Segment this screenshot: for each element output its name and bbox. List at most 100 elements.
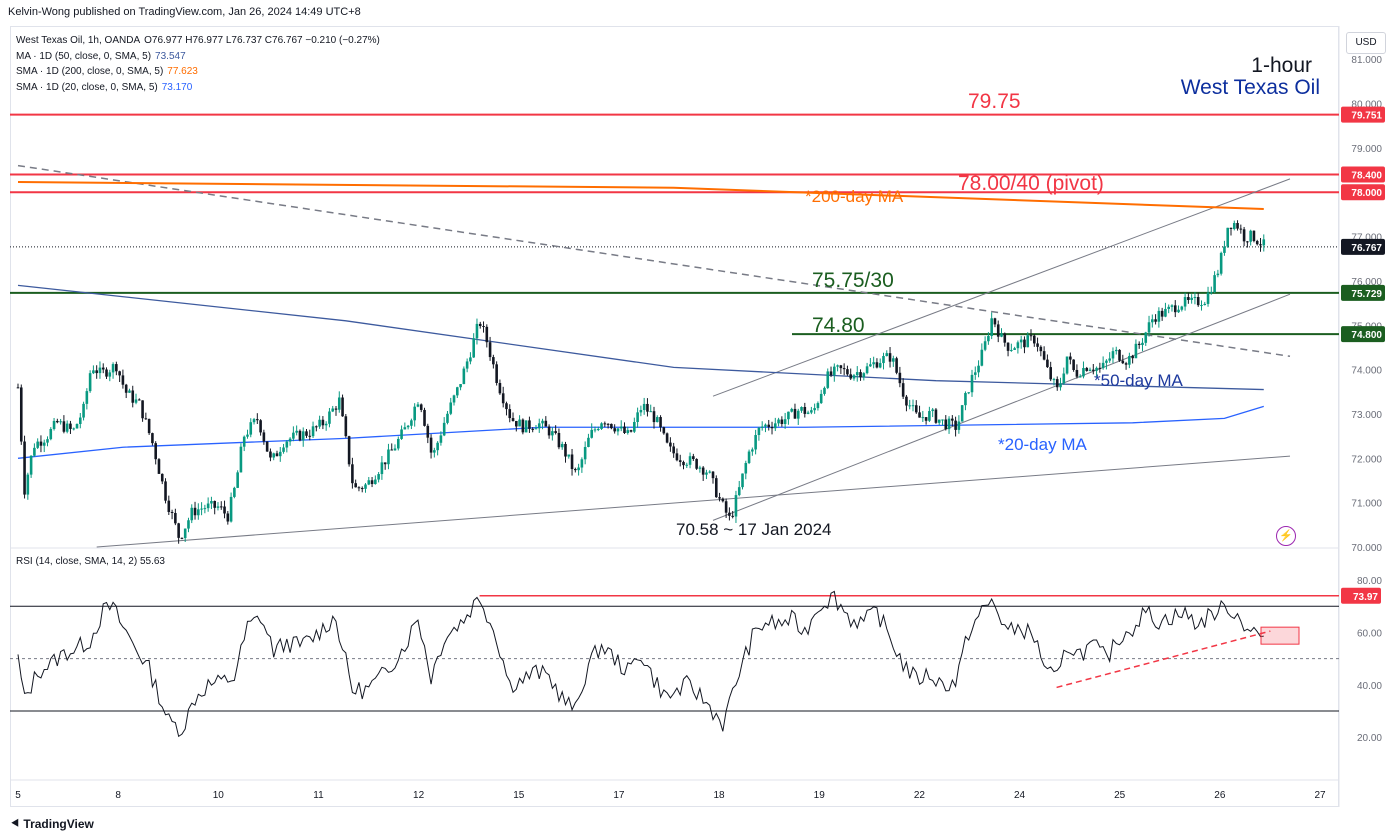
candle-body: [872, 362, 875, 365]
candle-body: [610, 423, 613, 429]
candle-body: [1183, 297, 1187, 307]
candle-body: [278, 451, 282, 457]
candle-body: [124, 384, 128, 393]
candle-body: [1046, 359, 1049, 368]
candle-body: [495, 364, 498, 383]
candle-body: [728, 512, 731, 516]
chart-subtitle: West Texas Oil: [1181, 76, 1320, 99]
candle-body: [665, 433, 669, 443]
candle-body: [849, 374, 853, 379]
candle-body: [757, 427, 761, 436]
candle-body: [777, 419, 780, 424]
candle-body: [436, 442, 439, 451]
candle-body: [246, 434, 249, 437]
lightning-icon[interactable]: ⚡: [1276, 526, 1296, 546]
candle-body: [770, 426, 774, 429]
candle-body: [239, 446, 243, 473]
legend-ma50-value: 73.547: [155, 50, 186, 62]
candle-body: [629, 430, 633, 432]
candle-body: [829, 371, 833, 376]
candle-body: [1141, 342, 1144, 346]
candle-body: [101, 367, 105, 370]
candle-body: [1108, 358, 1111, 361]
candle-body: [433, 450, 436, 453]
candle-body: [1147, 322, 1151, 333]
candle-body: [993, 318, 997, 325]
candle-body: [869, 364, 872, 367]
candle-body: [980, 349, 984, 366]
candle-body: [482, 326, 485, 328]
candle-body: [1124, 363, 1128, 365]
time-tick-label: 22: [914, 790, 926, 801]
candle-body: [88, 373, 92, 392]
candle-body: [351, 464, 354, 484]
candle-body: [1082, 367, 1085, 377]
time-tick-label: 24: [1014, 790, 1026, 801]
candle-body: [252, 419, 256, 423]
candle-body: [751, 449, 754, 452]
candle-body: [593, 429, 597, 431]
candle-body: [642, 403, 646, 410]
candle-body: [1213, 275, 1216, 293]
candle-body: [1196, 297, 1200, 306]
candle-body: [462, 368, 466, 385]
candle-body: [567, 454, 571, 457]
candle-body: [947, 418, 951, 430]
candle-body: [36, 441, 39, 448]
candle-body: [1173, 305, 1177, 313]
candle-body: [846, 369, 849, 375]
candle-body: [1131, 356, 1134, 359]
candle-body: [547, 426, 551, 436]
time-tick-label: 15: [513, 790, 525, 801]
candle-body: [475, 323, 479, 339]
candle-body: [842, 368, 846, 370]
candle-body: [1019, 339, 1023, 343]
legend-ma50-label[interactable]: MA · 1D (50, close, 0, SMA, 5): [16, 50, 152, 62]
candle-body: [731, 515, 734, 517]
candle-body: [265, 441, 269, 452]
candle-body: [193, 507, 197, 516]
legend-ma20-label[interactable]: SMA · 1D (20, close, 0, SMA, 5): [16, 81, 158, 93]
candle-body: [682, 461, 685, 466]
ma-line: [17, 405, 1264, 459]
candle-body: [541, 420, 544, 424]
currency-button[interactable]: USD: [1346, 32, 1386, 54]
candle-body: [364, 484, 367, 489]
candle-body: [177, 523, 180, 538]
candle-body: [387, 449, 390, 465]
candle-body: [403, 427, 407, 430]
candle-body: [678, 460, 682, 462]
candle-body: [98, 367, 102, 374]
candle-body: [137, 399, 141, 401]
legend-ma200-label[interactable]: SMA · 1D (200, close, 0, SMA, 5): [16, 66, 164, 77]
candle-body: [524, 420, 528, 433]
candle-body: [741, 473, 744, 488]
candle-body: [75, 423, 79, 429]
candle-body: [882, 356, 885, 364]
rsi-legend-label[interactable]: RSI (14, close, SMA, 14, 2): [16, 556, 138, 567]
candle-body: [800, 406, 803, 411]
tradingview-logo[interactable]: ⯇ TradingView: [10, 816, 94, 832]
candle-body: [170, 511, 174, 513]
candle-body: [898, 372, 902, 384]
legend-ma200-row: SMA · 1D (200, close, 0, SMA, 5) 77.623: [16, 64, 384, 80]
time-tick-label: 18: [714, 790, 726, 801]
candle-body: [619, 426, 623, 429]
candle-body: [544, 420, 548, 427]
candle-body: [819, 393, 823, 404]
candle-body: [852, 375, 856, 379]
rsi-tick-label: 80.00: [1357, 576, 1382, 587]
price-tick-label: 80.000: [1351, 100, 1382, 111]
candle-body: [511, 418, 515, 422]
candle-body: [1072, 359, 1075, 370]
moving-averages: [17, 180, 1264, 459]
ma50-label: *50-day MA: [1094, 371, 1183, 390]
candle-body: [613, 428, 616, 432]
legend-symbol[interactable]: West Texas Oil, 1h, OANDA: [16, 35, 141, 46]
candle-body: [659, 417, 662, 428]
candle-body: [810, 410, 813, 413]
candle-body: [957, 421, 961, 430]
candle-body: [498, 382, 502, 394]
candle-body: [701, 467, 705, 475]
